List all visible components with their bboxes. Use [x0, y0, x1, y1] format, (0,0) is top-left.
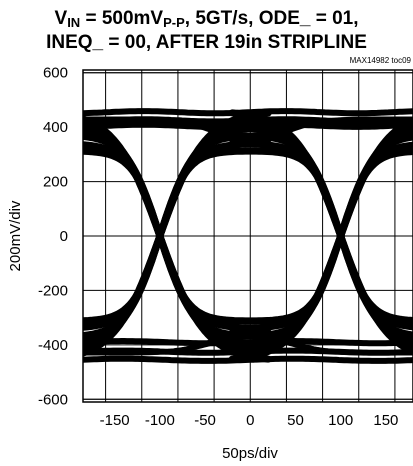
x-axis-label: 50ps/div	[222, 445, 278, 462]
eye-trace	[83, 334, 413, 356]
y-axis-label: 200mV/div	[7, 200, 24, 271]
y-tick-label: -200	[38, 282, 68, 299]
title-sub-in: IN	[67, 15, 81, 30]
y-tick-label: -600	[38, 391, 68, 408]
x-tick-label: -150	[100, 412, 130, 429]
y-tick-label: -400	[38, 337, 68, 354]
title-v: V	[54, 8, 68, 29]
eye-traces	[83, 108, 413, 364]
x-tick-label: 100	[328, 412, 353, 429]
title-sub-pp: P-P	[163, 15, 185, 30]
x-tick-label: -100	[145, 412, 175, 429]
eye-trace	[228, 141, 413, 332]
y-tick-label: 600	[43, 65, 68, 82]
eye-trace	[83, 116, 413, 138]
eye-trace	[228, 140, 413, 331]
x-tick-label: 50	[287, 412, 304, 429]
y-tick-label: 400	[43, 119, 68, 136]
chart-title-line-1: VIN = 500mVP-P, 5GT/s, ODE_ = 01,	[0, 8, 413, 34]
title-suffix: , 5GT/s, ODE_ = 01,	[184, 8, 359, 29]
x-tick-label: 150	[373, 412, 398, 429]
x-tick-label: -50	[194, 412, 216, 429]
figure-code: MAX14982 toc09	[349, 56, 411, 65]
y-tick-label: 0	[60, 228, 68, 245]
x-tick-label: 0	[246, 412, 254, 429]
y-tick-label: 200	[43, 174, 68, 191]
title-mid: = 500mV	[80, 8, 164, 29]
chart-title-line-2: INEQ_ = 00, AFTER 19in STRIPLINE	[46, 32, 367, 53]
